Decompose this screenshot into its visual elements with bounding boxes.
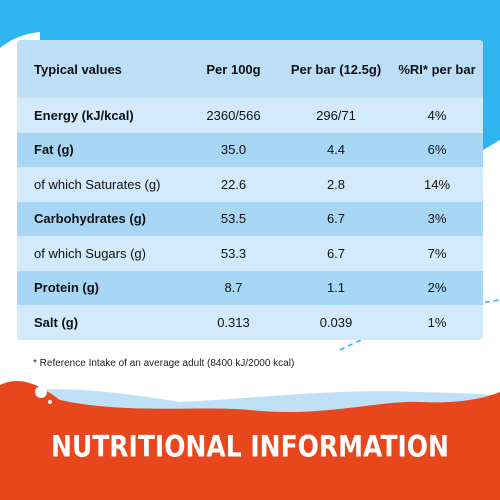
row-per-100g: 35.0 [220,142,247,158]
row-per-bar: 0.039 [319,314,353,330]
red-banner [0,380,500,500]
row-per-100g: 22.6 [220,176,247,192]
table-row-energy: Energy (kJ/kcal) 2360/566 296/71 4% [17,98,483,133]
table-header-row: Typical values Per 100g Per bar (12.5g) … [17,40,483,98]
reference-intake-footnote: * Reference Intake of an average adult (… [33,358,295,369]
row-label: Fat (g) [34,142,74,158]
table-row-carbohydrates: Carbohydrates (g) 53.5 6.7 3% [17,201,483,236]
row-ri: 4% [427,107,447,123]
row-ri: 6% [427,142,447,158]
row-label: Energy (kJ/kcal) [34,107,134,123]
table-row-fat: Fat (g) 35.0 4.4 6% [17,132,483,167]
row-ri: 14% [423,176,451,192]
row-label: of which Saturates (g) [34,176,161,192]
row-per-bar: 6.7 [326,211,346,227]
row-ri: 2% [427,280,447,296]
row-label: Protein (g) [34,280,99,296]
header-typical-values: Typical values [34,61,122,77]
row-per-100g: 2360/566 [206,107,261,123]
milk-splash-icon [35,379,59,404]
page-title: NUTRITIONAL INFORMATION [51,429,449,464]
row-per-bar: 4.4 [326,142,346,158]
header-per-100g: Per 100g [206,61,261,77]
table-row-saturates: of which Saturates (g) 22.6 2.8 14% [17,167,483,202]
row-label: Salt (g) [34,314,79,330]
table-row-sugars: of which Sugars (g) 53.3 6.7 7% [17,236,483,271]
row-per-100g: 53.3 [220,245,247,261]
nutrition-table: Typical values Per 100g Per bar (12.5g) … [17,40,483,340]
table-row-salt: Salt (g) 0.313 0.039 1% [17,305,483,340]
row-label: of which Sugars (g) [34,245,146,261]
row-per-100g: 53.5 [220,211,247,227]
row-per-bar: 296/71 [316,107,356,123]
row-per-100g: 8.7 [224,280,243,296]
row-per-bar: 6.7 [326,245,346,261]
row-ri: 1% [427,314,447,330]
row-per-bar: 1.1 [326,280,346,296]
header-per-bar: Per bar (12.5g) [290,61,382,77]
row-label: Carbohydrates (g) [34,211,146,227]
row-per-100g: 0.313 [217,314,250,330]
table-row-protein: Protein (g) 8.7 1.1 2% [17,270,483,305]
header-ri: %RI* per bar [398,61,476,77]
row-ri: 3% [427,211,447,227]
row-ri: 7% [427,245,447,261]
row-per-bar: 2.8 [326,176,346,192]
